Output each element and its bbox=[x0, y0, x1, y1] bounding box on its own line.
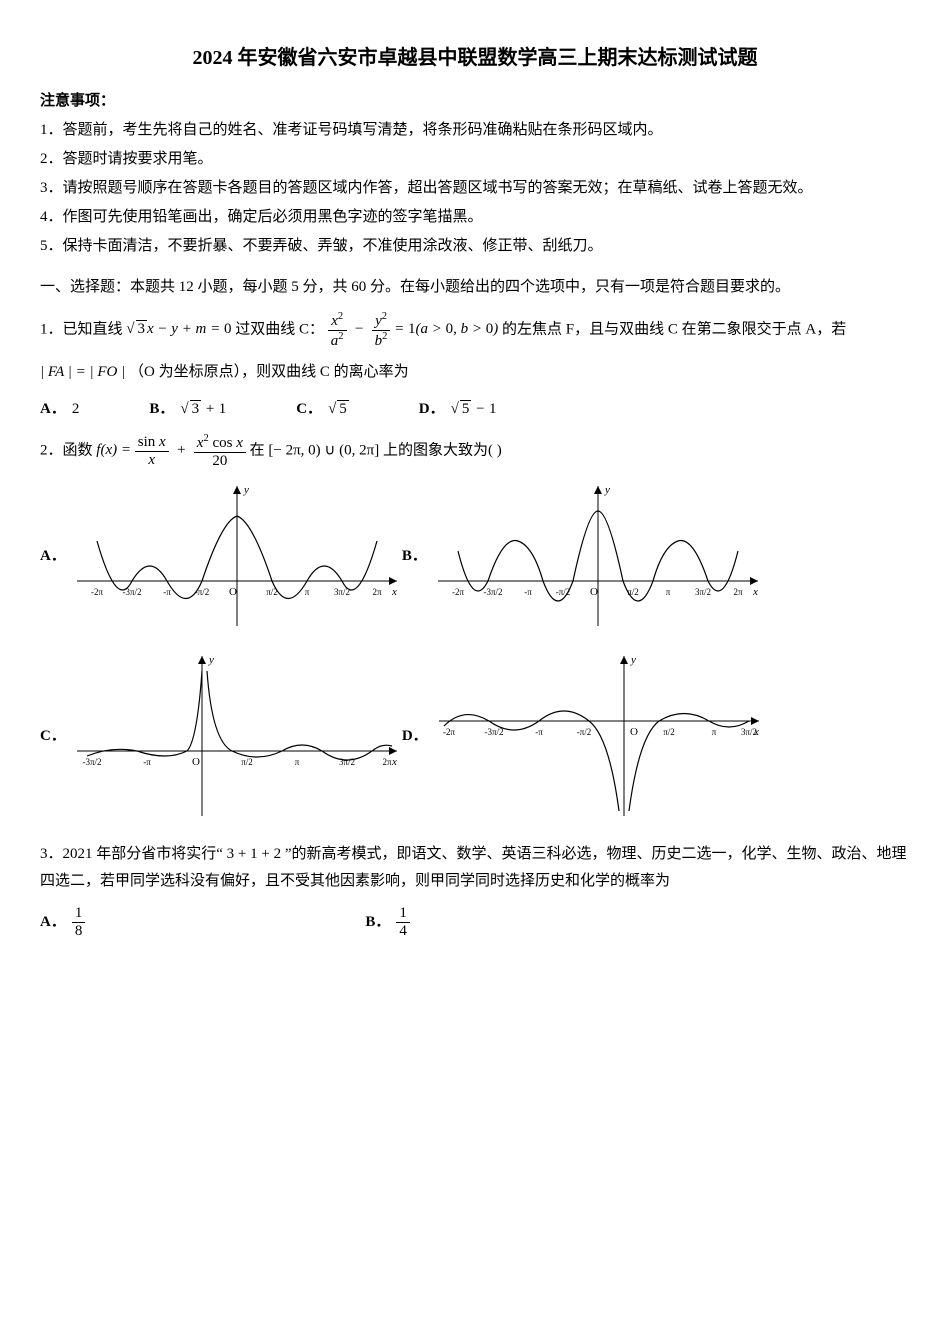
svg-text:-π: -π bbox=[535, 727, 543, 737]
q1-B-value: 3 + 1 bbox=[180, 396, 226, 423]
q1-option-B: B． 3 + 1 bbox=[149, 396, 226, 423]
q1-options: A． 2 B． 3 + 1 C． 5 D． 5 − 1 bbox=[40, 396, 910, 423]
svg-text:-2π: -2π bbox=[91, 587, 103, 597]
q1-cond: | FA | = | FO | bbox=[40, 364, 125, 380]
svg-text:3π/2: 3π/2 bbox=[695, 587, 711, 597]
q1-hyperbola: x2a2 − y2b2 = 1(a > 0, b > 0) bbox=[328, 321, 502, 337]
q2-domain: 在 [− 2π, 0) ∪ (0, 2π] 上的图象大致为( ) bbox=[250, 442, 502, 458]
q2-label-D: D． bbox=[402, 723, 428, 750]
q2-prefix: 2．函数 bbox=[40, 442, 96, 458]
svg-text:x: x bbox=[391, 756, 397, 768]
notice-item: 4．作图可先使用铅笔画出，确定后必须用黑色字迹的签字笔描黑。 bbox=[40, 204, 910, 231]
svg-text:-3π/2: -3π/2 bbox=[483, 587, 502, 597]
option-label-D: D． bbox=[419, 396, 445, 423]
svg-text:O: O bbox=[630, 726, 638, 738]
notice-item: 3．请按照题号顺序在答题卡各题目的答题区域内作答，超出答题区域书写的答案无效；在… bbox=[40, 175, 910, 202]
q1-C-value: 5 bbox=[328, 396, 349, 423]
option-label-B: B． bbox=[365, 909, 390, 936]
q1-line-eq: 3x − y + m = 0 bbox=[126, 321, 231, 337]
svg-text:x: x bbox=[391, 586, 397, 598]
svg-text:-π/2: -π/2 bbox=[576, 727, 591, 737]
q3-option-A: A． 1 8 bbox=[40, 905, 85, 939]
question-1: 1．已知直线 3x − y + m = 0 过双曲线 C： x2a2 − y2b… bbox=[40, 311, 910, 349]
q3-option-B: B． 1 4 bbox=[365, 905, 410, 939]
svg-text:-3π/2: -3π/2 bbox=[82, 757, 101, 767]
q2-plot-C: x y O -3π/2 -π π/2 π 3π/2 2π bbox=[72, 651, 402, 821]
notice-item: 5．保持卡面清洁，不要折暴、不要弄破、弄皱，不准使用涂改液、修正带、刮纸刀。 bbox=[40, 233, 910, 260]
q2-function: f(x) = sin xx + x2 cos x20 bbox=[96, 442, 249, 458]
q1-mid3: （O 为坐标原点），则双曲线 C 的离心率为 bbox=[129, 364, 409, 380]
svg-text:-3π/2: -3π/2 bbox=[122, 587, 141, 597]
svg-text:2π: 2π bbox=[382, 757, 392, 767]
option-label-A: A． bbox=[40, 909, 66, 936]
q2-plot-D: x y O -2π-3π/2-π-π/2 π/2π3π/2 bbox=[434, 651, 764, 821]
q1-A-value: 2 bbox=[72, 396, 80, 423]
svg-text:-π: -π bbox=[163, 587, 171, 597]
svg-text:2π: 2π bbox=[733, 587, 743, 597]
svg-text:-2π: -2π bbox=[452, 587, 464, 597]
option-label-B: B． bbox=[149, 396, 174, 423]
question-1-line2: | FA | = | FO | （O 为坐标原点），则双曲线 C 的离心率为 bbox=[40, 359, 910, 386]
svg-text:π/2: π/2 bbox=[241, 757, 253, 767]
q1-option-D: D． 5 − 1 bbox=[419, 396, 497, 423]
exam-title: 2024 年安徽省六安市卓越县中联盟数学高三上期末达标测试试题 bbox=[40, 40, 910, 76]
q3-B-value: 1 4 bbox=[396, 905, 410, 939]
svg-text:π: π bbox=[305, 587, 310, 597]
svg-text:-π: -π bbox=[143, 757, 151, 767]
svg-text:π/2: π/2 bbox=[627, 587, 639, 597]
q3-A-den: 8 bbox=[72, 923, 86, 940]
q2-plots: A． x y O -2π -3π/2 -π -π/2 π/2 π 3π/2 2π B． bbox=[40, 481, 910, 821]
svg-text:-3π/2: -3π/2 bbox=[484, 727, 503, 737]
q1-option-C: C． 5 bbox=[296, 396, 349, 423]
option-label-A: A． bbox=[40, 396, 66, 423]
svg-text:-2π: -2π bbox=[443, 727, 455, 737]
notice-item: 1．答题前，考生先将自己的姓名、准考证号码填写清楚，将条形码准确粘贴在条形码区域… bbox=[40, 117, 910, 144]
question-2: 2．函数 f(x) = sin xx + x2 cos x20 在 [− 2π,… bbox=[40, 433, 910, 469]
svg-text:y: y bbox=[243, 484, 249, 496]
option-label-C: C． bbox=[296, 396, 322, 423]
notice-header: 注意事项： bbox=[40, 88, 910, 115]
svg-text:y: y bbox=[208, 654, 214, 666]
section1-header: 一、选择题：本题共 12 小题，每小题 5 分，共 60 分。在每小题给出的四个… bbox=[40, 274, 910, 301]
q1-D-value: 5 − 1 bbox=[451, 396, 497, 423]
q3-B-num: 1 bbox=[396, 905, 410, 923]
svg-text:3π/2: 3π/2 bbox=[339, 757, 355, 767]
q3-options: A． 1 8 B． 1 4 bbox=[40, 905, 910, 939]
svg-text:π: π bbox=[666, 587, 671, 597]
svg-text:O: O bbox=[590, 586, 598, 598]
q2-plot-B: x y O -2π-3π/2-π-π/2 π/2π3π/22π bbox=[433, 481, 763, 631]
svg-text:π: π bbox=[711, 727, 716, 737]
q1-prefix: 1．已知直线 bbox=[40, 321, 126, 337]
svg-text:-π/2: -π/2 bbox=[195, 587, 210, 597]
q1-mid2: 的左焦点 F，且与双曲线 C 在第二象限交于点 A，若 bbox=[502, 321, 846, 337]
q3-B-den: 4 bbox=[396, 923, 410, 940]
svg-text:x: x bbox=[752, 586, 758, 598]
svg-text:O: O bbox=[229, 586, 237, 598]
svg-text:π/2: π/2 bbox=[663, 727, 675, 737]
svg-text:O: O bbox=[192, 756, 200, 768]
q3-A-num: 1 bbox=[72, 905, 86, 923]
q2-label-A: A． bbox=[40, 543, 66, 570]
svg-text:y: y bbox=[630, 654, 636, 666]
notice-item: 2．答题时请按要求用笔。 bbox=[40, 146, 910, 173]
q2-label-C: C． bbox=[40, 723, 66, 750]
svg-text:2π: 2π bbox=[372, 587, 382, 597]
svg-text:y: y bbox=[604, 484, 610, 496]
svg-text:π: π bbox=[295, 757, 300, 767]
question-3: 3．2021 年部分省市将实行“ 3 + 1 + 2 ”的新高考模式，即语文、数… bbox=[40, 841, 910, 895]
q1-mid1: 过双曲线 C： bbox=[235, 321, 328, 337]
q1-option-A: A． 2 bbox=[40, 396, 79, 423]
svg-text:3π/2: 3π/2 bbox=[741, 727, 757, 737]
q2-label-B: B． bbox=[402, 543, 427, 570]
svg-text:-π: -π bbox=[524, 587, 532, 597]
q3-A-value: 1 8 bbox=[72, 905, 86, 939]
q2-plot-A: x y O -2π-3π/2-π-π/2 π/2π3π/22π bbox=[72, 481, 402, 631]
